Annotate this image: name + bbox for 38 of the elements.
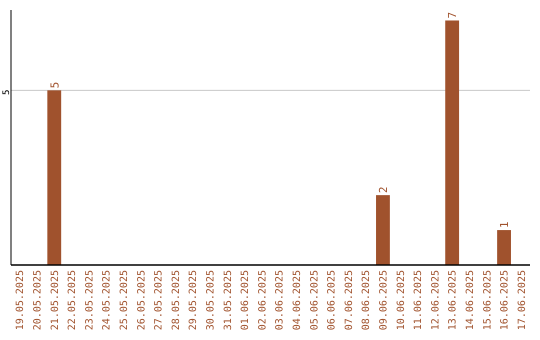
x-tick-label: 20.05.2025 (32, 270, 44, 330)
bar (445, 20, 460, 265)
x-tick-label: 30.05.2025 (205, 270, 216, 330)
x-tick-label: 12.06.2025 (430, 270, 442, 330)
bar (376, 195, 390, 265)
x-tick-label: 15.06.2025 (482, 270, 494, 330)
x-tick-label: 29.05.2025 (188, 270, 200, 330)
x-tick-label: 14.06.2025 (464, 270, 476, 330)
x-tick-label: 13.06.2025 (448, 270, 459, 330)
data-label: 5 (48, 82, 62, 88)
x-tick-label: 27.05.2025 (154, 270, 165, 330)
x-tick-label: 31.05.2025 (222, 270, 234, 330)
x-tick-label: 19.05.2025 (15, 270, 26, 330)
x-tick-label: 25.05.2025 (118, 270, 130, 330)
bar (497, 230, 511, 265)
x-tick-label: 28.05.2025 (170, 270, 182, 330)
x-tick-label: 10.06.2025 (396, 270, 407, 330)
data-label: 7 (446, 12, 460, 18)
x-tick-label: 03.06.2025 (274, 270, 286, 330)
x-tick-label: 17.06.2025 (516, 270, 528, 330)
x-tick-label: 23.05.2025 (84, 270, 96, 330)
x-tick-label: 04.06.2025 (292, 270, 303, 330)
x-tick-label: 26.05.2025 (136, 270, 148, 330)
x-tick-label: 22.05.2025 (67, 270, 78, 330)
x-tick-label: 09.06.2025 (378, 270, 390, 330)
data-label: 1 (498, 221, 512, 228)
x-tick-label: 11.06.2025 (413, 270, 424, 330)
x-tick-label: 01.06.2025 (240, 270, 252, 330)
bar (47, 90, 62, 265)
x-tick-label: 02.06.2025 (257, 270, 268, 330)
x-tick-label: 21.05.2025 (50, 270, 61, 330)
x-tick-label: 08.06.2025 (361, 270, 372, 330)
x-tick-label: 07.06.2025 (344, 270, 355, 330)
x-tick-label: 06.06.2025 (326, 270, 338, 330)
x-tick-label: 24.05.2025 (102, 270, 113, 330)
x-tick-label: 16.06.2025 (500, 270, 511, 330)
data-label: 2 (376, 186, 390, 194)
x-tick-label: 05.06.2025 (309, 270, 320, 330)
